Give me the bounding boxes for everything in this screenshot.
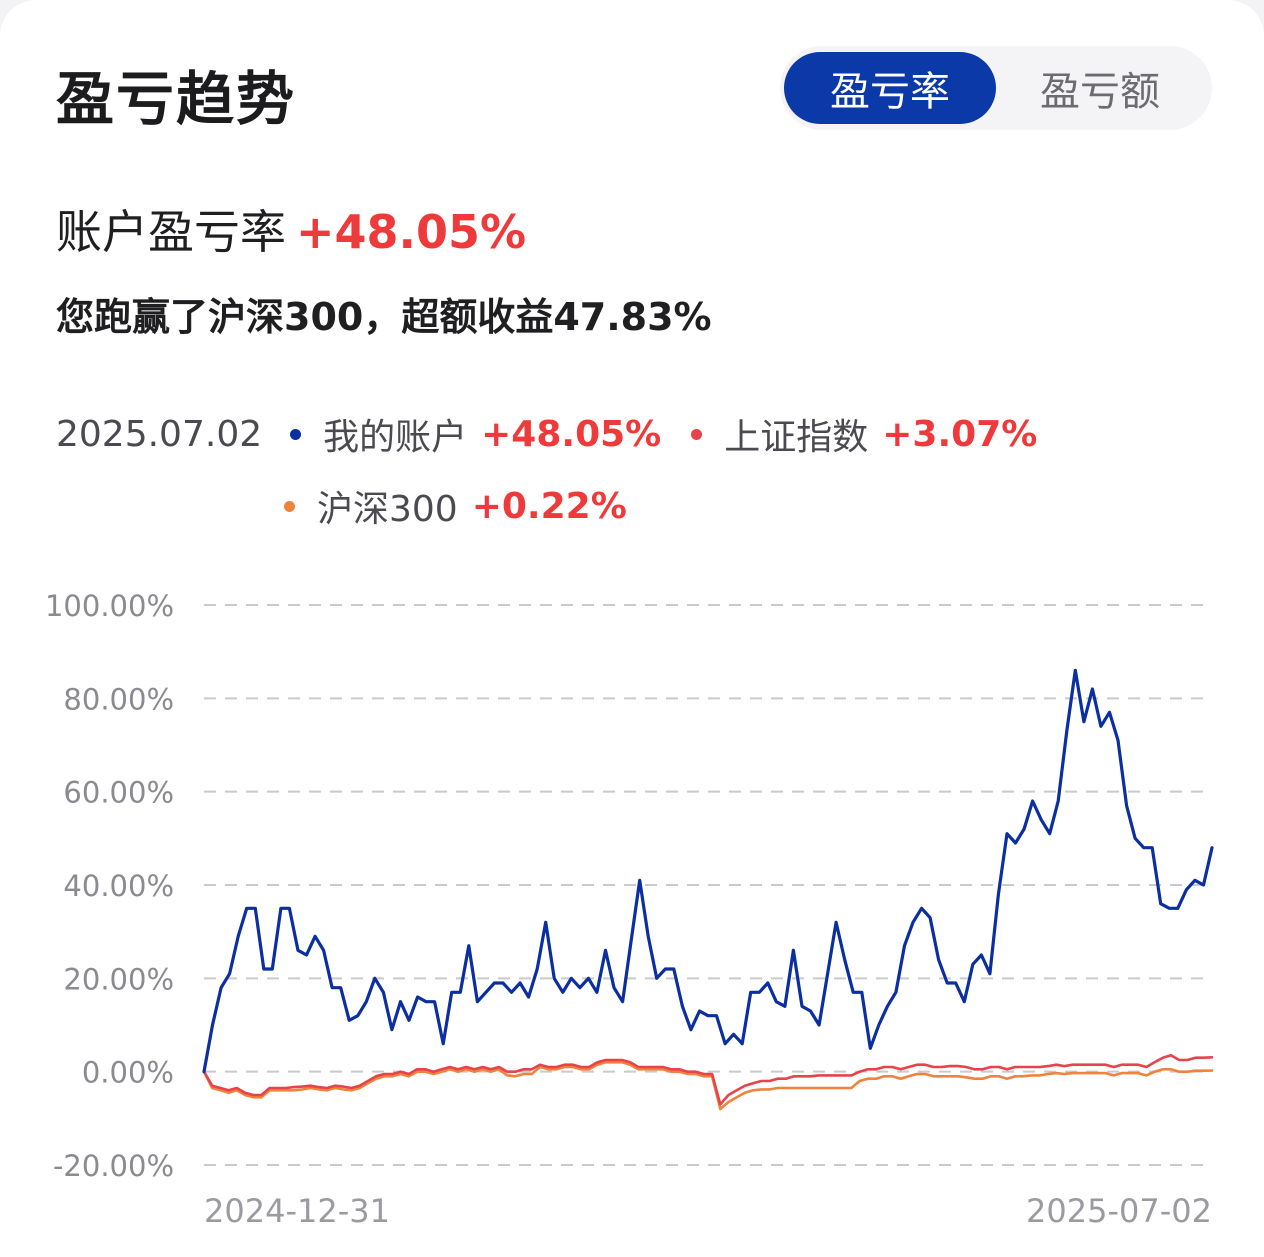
profit-trend-chart: 100.00% 80.00% 60.00% 40.00% 20.00% 0.00% -20.…	[0, 560, 1264, 1240]
x-tick-label: 2025-07-02	[1026, 1192, 1212, 1230]
legend-row-2: 沪深300 +0.22%	[284, 480, 657, 532]
series-line-0	[204, 670, 1212, 1071]
legend-name: 上证指数	[724, 408, 868, 460]
legend-dot-account	[290, 429, 301, 440]
legend-item-account: 我的账户 +48.05%	[290, 408, 661, 460]
series-line-1	[204, 1055, 1212, 1104]
account-summary: 账户盈亏率 +48.05%	[56, 196, 526, 262]
y-tick-label: 60.00%	[63, 776, 174, 810]
legend-date: 2025.07.02	[56, 414, 262, 455]
legend-name: 沪深300	[317, 480, 458, 532]
excess-return-text: 您跑赢了沪深300，超额收益47.83%	[56, 286, 712, 341]
tab-profit-rate[interactable]: 盈亏率	[784, 52, 996, 124]
legend-item-csi300: 沪深300 +0.22%	[284, 480, 627, 532]
y-tick-label: 80.00%	[63, 682, 174, 716]
legend-value: +3.07%	[882, 414, 1037, 455]
legend-dot-sse	[691, 429, 702, 440]
tab-profit-amount[interactable]: 盈亏额	[994, 52, 1206, 124]
legend-item-sse: 上证指数 +3.07%	[691, 408, 1037, 460]
legend-value: +48.05%	[481, 414, 661, 455]
legend-row-1: 2025.07.02 我的账户 +48.05% 上证指数 +3.07%	[56, 408, 1067, 460]
y-tick-label: -20.00%	[53, 1149, 174, 1183]
legend-value: +0.22%	[472, 486, 627, 527]
y-tick-label: 0.00%	[82, 1056, 174, 1090]
summary-value: +48.05%	[296, 205, 526, 259]
y-tick-label: 20.00%	[63, 962, 174, 996]
legend-name: 我的账户	[323, 408, 467, 460]
summary-label: 账户盈亏率	[56, 205, 286, 259]
y-tick-label: 100.00%	[45, 589, 174, 623]
page-title: 盈亏趋势	[56, 52, 296, 136]
legend-dot-csi300	[284, 501, 295, 512]
y-tick-label: 40.00%	[63, 869, 174, 903]
x-tick-label: 2024-12-31	[204, 1192, 390, 1230]
metric-toggle: 盈亏率 盈亏额	[780, 46, 1212, 130]
